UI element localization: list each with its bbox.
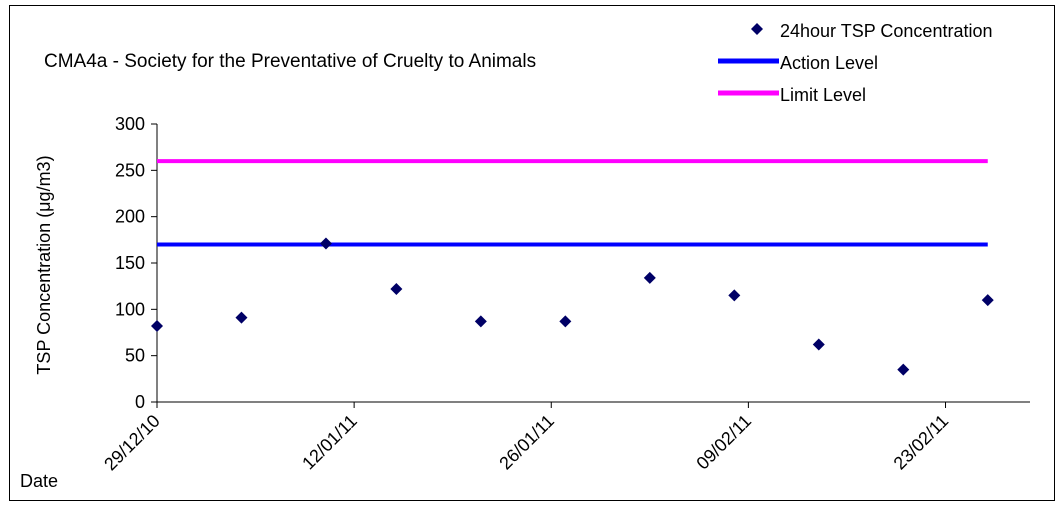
legend-label-24hour: 24hour TSP Concentration [780,21,992,41]
x-axis-title: Date [20,471,58,491]
tsp-data-point [981,294,994,307]
tsp-data-point [151,320,163,333]
y-tick-label: 300 [115,114,145,134]
y-axis-title: TSP Concentration (μg/m3) [34,155,54,374]
tsp-data-point [235,311,248,324]
y-tick-label: 0 [135,392,145,412]
legend-marker-24hour [751,23,763,35]
tsp-data-point [319,237,332,250]
tsp-data-point [643,271,656,284]
y-tick-label: 100 [115,299,145,319]
tsp-data-point [728,289,741,302]
tsp-data-point [474,315,487,328]
y-tick-label: 150 [115,253,145,273]
legend: 24hour TSP Concentration Action Level Li… [718,21,992,105]
legend-label-action: Action Level [780,53,878,73]
chart-border [9,5,1055,501]
y-tick-label: 250 [115,160,145,180]
tsp-data-point [812,338,825,351]
tsp-data-point [390,282,403,295]
y-tick-label: 200 [115,207,145,227]
chart-title: CMA4a - Society for the Preventative of … [44,51,536,72]
tsp-data-point [559,315,572,328]
legend-label-limit: Limit Level [780,85,866,105]
tsp-data-point [897,363,910,376]
y-tick-label: 50 [125,346,145,366]
